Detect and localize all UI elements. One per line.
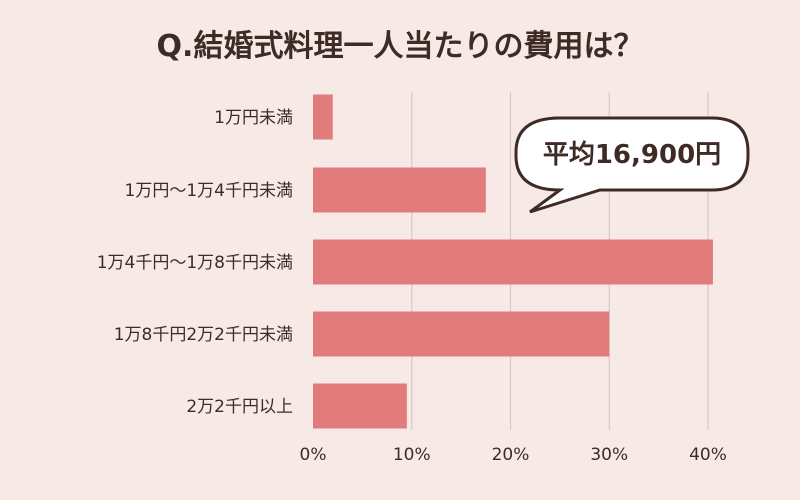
callout-text: 平均16,900円 [543,140,721,170]
x-axis-ticks: 0% 10% 20% 30% 40% [300,445,727,465]
chart-title: Q.結婚式料理一人当たりの費用は？ [157,29,644,64]
category-label: 1万円未満 [214,108,293,128]
bar [313,94,333,140]
average-callout: 平均16,900円 [514,116,750,214]
category-label: 1万円〜1万4千円未満 [125,181,293,201]
tick-label: 30% [590,445,628,465]
category-label: 1万4千円〜1万8千円未満 [97,253,293,273]
bar [313,167,486,213]
callout-bubble [514,116,750,214]
category-labels: 1万円未満 1万円〜1万4千円未満 1万4千円〜1万8千円未満 1万8千円2万2千円未… [97,108,293,417]
bar [313,383,407,429]
category-label: 1万8千円2万2千円未満 [114,325,293,345]
tick-label: 10% [393,445,431,465]
tick-label: 20% [492,445,530,465]
tick-label: 0% [300,445,327,465]
bar [313,311,610,357]
bar [313,239,713,285]
category-label: 2万2千円以上 [186,397,293,417]
tick-label: 40% [689,445,727,465]
bars [313,94,713,429]
